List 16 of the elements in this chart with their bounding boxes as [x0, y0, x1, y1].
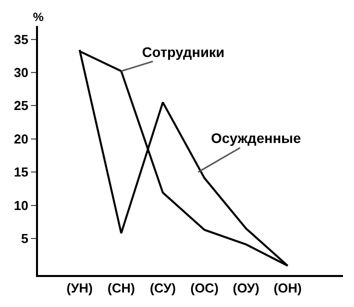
series-label: Сотрудники	[142, 44, 225, 60]
y-tick-label: 10	[14, 198, 28, 213]
y-tick-label: 20	[14, 131, 28, 146]
x-tick-label: (ОУ)	[232, 280, 260, 296]
y-tick-label: 30	[14, 65, 28, 80]
x-tick-label: (СУ)	[150, 280, 176, 296]
y-tick-label: 5	[21, 231, 28, 246]
y-tick-label: 35	[14, 32, 28, 47]
y-tick-label: 15	[14, 164, 28, 180]
x-tick-label: (СН)	[108, 280, 135, 296]
series-label: Осужденные	[211, 130, 302, 146]
x-tick-label: (ОС)	[190, 280, 219, 296]
x-tick-label: (ОН)	[274, 280, 302, 296]
y-axis-title: %	[33, 10, 44, 24]
y-tick-label: 25	[14, 98, 28, 114]
x-tick-label: (УН)	[66, 280, 93, 296]
